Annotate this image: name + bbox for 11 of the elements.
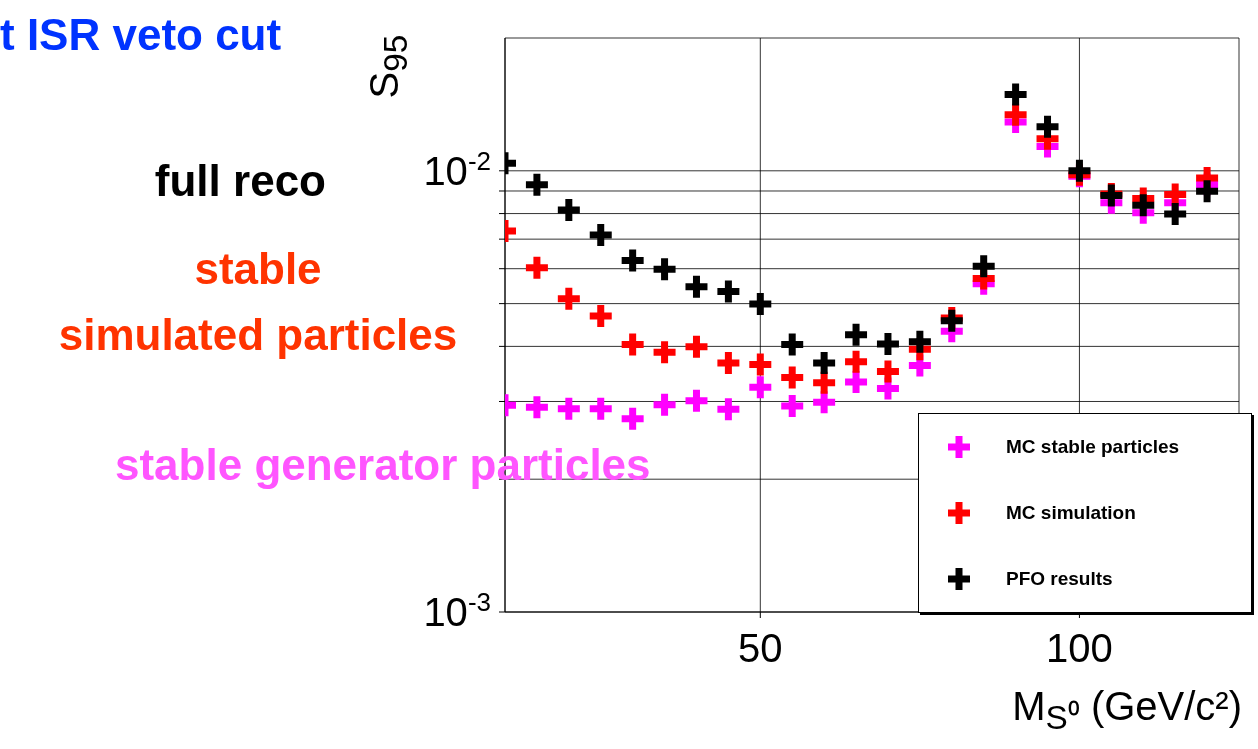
text: stable simulated particles [57,243,459,361]
y-tick-label: 10$^{-2}$ [423,145,491,193]
y-tick-label: 10$^{-3}$ [423,587,491,634]
x-axis-title: M$_{S⁰}$ (GeV/c²) [1012,684,1242,738]
legend-label: MC stable particles [1006,436,1180,458]
x-tick-label: 100 [1046,626,1113,670]
legend-label: MC simulation [1006,502,1136,524]
text: t ISR veto cut [0,10,282,60]
x-tick-label: 50 [738,626,783,670]
text: full reco [154,155,326,207]
legend-label: PFO results [1006,568,1113,590]
